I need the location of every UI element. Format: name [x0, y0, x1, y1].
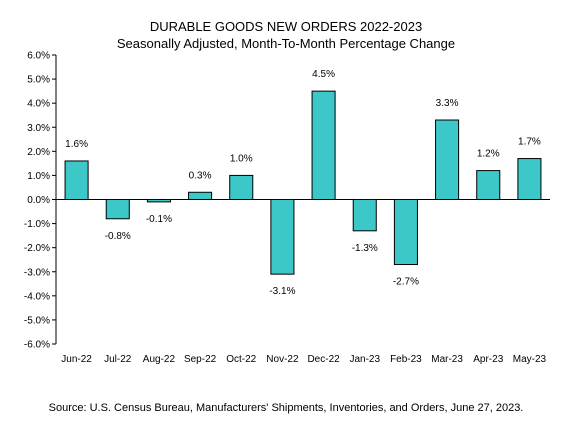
data-label: -3.1% [269, 286, 295, 297]
data-label: -0.1% [146, 214, 172, 225]
bar [270, 199, 295, 275]
y-tick-label: -3.0% [24, 267, 50, 278]
x-tick-label: Jun-22 [61, 354, 92, 365]
bar [352, 199, 377, 232]
data-label: 4.5% [312, 69, 335, 80]
x-tick-label: Nov-22 [266, 354, 299, 365]
x-tick-label: Dec-22 [307, 354, 340, 365]
data-label: 3.3% [436, 98, 459, 109]
y-tick-label: 4.0% [27, 99, 50, 110]
bar [64, 160, 89, 200]
data-label: 1.6% [65, 139, 88, 150]
data-label: 1.2% [477, 149, 500, 160]
x-tick-label: Oct-22 [226, 354, 256, 365]
bar [311, 90, 336, 200]
bar [393, 199, 418, 266]
bar [105, 199, 130, 220]
y-tick-label: -2.0% [24, 243, 50, 254]
y-tick-label: 2.0% [27, 147, 50, 158]
source-note: Source: U.S. Census Bureau, Manufacturer… [48, 402, 524, 414]
data-label: 1.0% [230, 153, 253, 164]
x-tick-label: May-23 [513, 354, 547, 365]
bar [188, 191, 213, 200]
bar [476, 170, 501, 201]
data-label: 1.7% [518, 137, 541, 148]
y-tick-label: -4.0% [24, 291, 50, 302]
bar [435, 119, 460, 200]
y-tick-label: 6.0% [27, 51, 50, 62]
y-tick-label: -5.0% [24, 315, 50, 326]
x-tick-label: Mar-23 [431, 354, 463, 365]
bar [229, 174, 254, 201]
bar [517, 158, 542, 200]
x-tick-label: Feb-23 [390, 354, 422, 365]
x-tick-label: Jan-23 [349, 354, 380, 365]
y-tick-label: 0.0% [27, 195, 50, 206]
y-tick-label: -6.0% [24, 340, 50, 351]
x-tick-label: Aug-22 [143, 354, 176, 365]
x-tick-label: Sep-22 [184, 354, 217, 365]
y-tick-label: 5.0% [27, 75, 50, 86]
y-tick-label: 1.0% [27, 171, 50, 182]
data-label: 0.3% [189, 170, 212, 181]
chart-subtitle: Seasonally Adjusted, Month-To-Month Perc… [116, 36, 456, 51]
data-label: -0.8% [105, 231, 131, 242]
x-tick-label: Jul-22 [104, 354, 132, 365]
x-tick-label: Apr-23 [473, 354, 503, 365]
chart-title: DURABLE GOODS NEW ORDERS 2022-2023 [149, 19, 423, 34]
data-label: -2.7% [393, 277, 419, 288]
y-tick-label: 3.0% [27, 123, 50, 134]
y-tick-label: -1.0% [24, 219, 50, 230]
data-label: -1.3% [352, 243, 378, 254]
